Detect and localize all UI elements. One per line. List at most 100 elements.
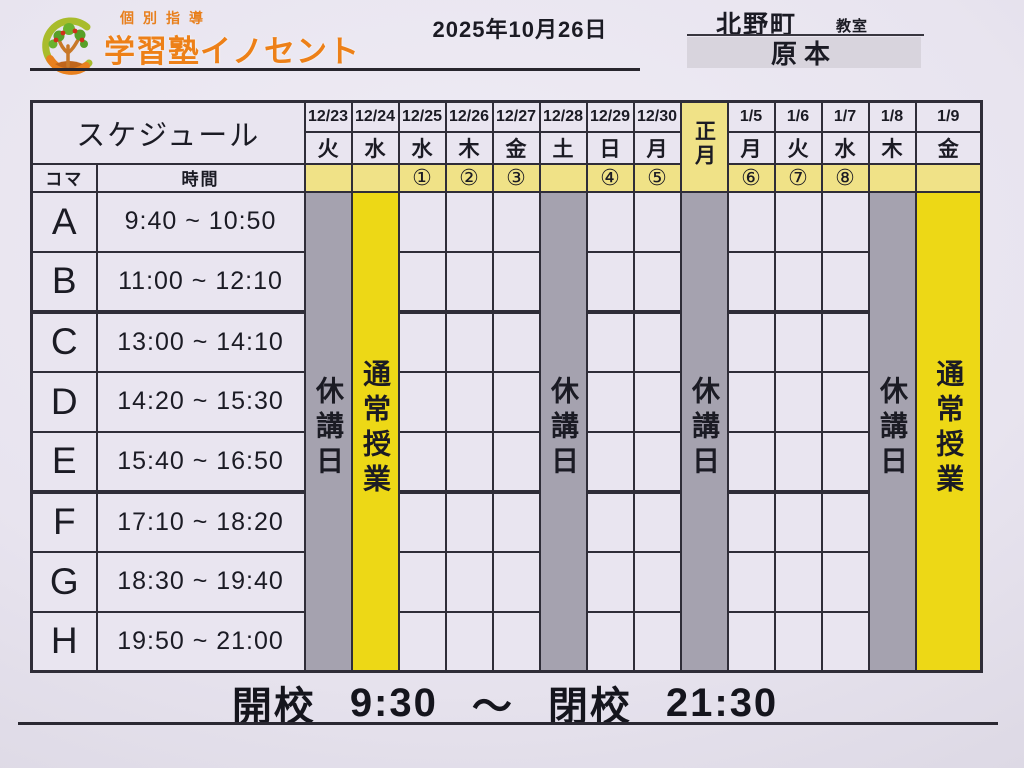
schedule-cell (444, 370, 494, 433)
classroom-underline (687, 34, 924, 36)
session-number-cell: ⑥ (726, 162, 776, 193)
schedule-cell (820, 250, 870, 314)
schedule-cell (820, 430, 870, 494)
schedule-cell (726, 370, 776, 433)
schedule-cell (632, 490, 682, 553)
period-time-cell: 15:40 ~ 16:50 (95, 430, 306, 494)
school-name: 学習塾イノセント (104, 34, 360, 69)
schedule-cell (444, 250, 494, 314)
date-header-cell: 1/8 (867, 100, 917, 133)
schedule-cell (444, 550, 494, 613)
schedule-cell (491, 610, 541, 673)
schedule-cell (491, 190, 541, 253)
date-header-cell: 1/5 (726, 100, 776, 133)
closed-day-label: 休講日 (877, 376, 909, 482)
weekday-cell: 金 (914, 130, 983, 165)
schedule-cell (491, 250, 541, 314)
weekday-cell: 月 (726, 130, 776, 165)
schedule-cell (491, 550, 541, 613)
schedule-cell (444, 490, 494, 553)
schedule-cell (773, 550, 823, 613)
schedule-cell (820, 310, 870, 373)
date-header-cell: 12/30 (632, 100, 682, 133)
schedule-cell (632, 610, 682, 673)
logo-tagline: 個別指導 (120, 10, 212, 26)
date-header-cell: 1/7 (820, 100, 870, 133)
session-number-cell: ⑧ (820, 162, 870, 193)
schedule-cell (491, 370, 541, 433)
schedule-cell (820, 190, 870, 253)
schedule-cell (726, 190, 776, 253)
weekday-cell: 水 (397, 130, 447, 165)
weekday-cell: 水 (820, 130, 870, 165)
schedule-cell (397, 430, 447, 494)
schedule-cell (491, 490, 541, 553)
regular-class-label: 通常授業 (933, 358, 965, 499)
schedule-cell (632, 430, 682, 494)
period-label-cell: E (30, 430, 98, 494)
schedule-cell (491, 310, 541, 373)
schedule-cell (397, 370, 447, 433)
tilde-separator: 〜 (471, 685, 514, 729)
schedule-cell (444, 610, 494, 673)
close-label: 閉校 (547, 685, 632, 729)
schedule-table: スケジュール 12/23 12/24 12/25 12/26 12/27 12/… (30, 100, 984, 673)
session-number-cell (538, 162, 588, 193)
schedule-cell (397, 490, 447, 553)
period-time-cell: 11:00 ~ 12:10 (95, 250, 306, 314)
school-hours: 開校 9:30 〜 閉校 21:30 (30, 674, 980, 732)
session-number-cell: ⑦ (773, 162, 823, 193)
schedule-cell (397, 190, 447, 253)
period-label-cell: H (30, 610, 98, 673)
schedule-cell (585, 250, 635, 314)
schedule-cell (397, 610, 447, 673)
time-column-header: 時間 (95, 162, 306, 193)
date-header-cell: 1/9 (914, 100, 983, 133)
schedule-cell (632, 370, 682, 433)
schedule-cell (397, 250, 447, 314)
schedule-cell (632, 310, 682, 373)
schedule-cell (632, 190, 682, 253)
schedule-cell (585, 310, 635, 373)
period-label-cell: A (30, 190, 98, 253)
regular-class-column: 通常授業 (350, 190, 400, 673)
closed-day-column: 休講日 (303, 190, 353, 673)
schedule-cell (444, 190, 494, 253)
schedule-title: スケジュール (30, 100, 306, 165)
footer-rule (18, 722, 998, 725)
header-rule (30, 68, 640, 71)
koma-column-header: コマ (30, 162, 98, 193)
new-year-header-cell: 正月 (679, 100, 729, 193)
period-time-cell: 17:10 ~ 18:20 (95, 490, 306, 553)
regular-class-column: 通常授業 (914, 190, 983, 673)
closed-day-label: 休講日 (313, 376, 345, 482)
schedule-cell (585, 190, 635, 253)
schedule-cell (585, 490, 635, 553)
closed-day-column: 休講日 (867, 190, 917, 673)
session-number-cell: ⑤ (632, 162, 682, 193)
period-label-cell: D (30, 370, 98, 433)
period-label-cell: G (30, 550, 98, 613)
schedule-cell (585, 610, 635, 673)
period-label-cell: F (30, 490, 98, 553)
schedule-cell (773, 430, 823, 494)
period-label-cell: C (30, 310, 98, 373)
closed-day-column: 休講日 (538, 190, 588, 673)
period-time-cell: 18:30 ~ 19:40 (95, 550, 306, 613)
open-label: 開校 (231, 685, 316, 729)
weekday-cell: 日 (585, 130, 635, 165)
schedule-cell (726, 550, 776, 613)
schedule-cell (820, 550, 870, 613)
date-header-cell: 12/27 (491, 100, 541, 133)
weekday-cell: 水 (350, 130, 400, 165)
new-year-label: 正月 (692, 120, 716, 169)
schedule-cell (397, 550, 447, 613)
schedule-cell (726, 430, 776, 494)
session-number-cell: ② (444, 162, 494, 193)
date-header-cell: 1/6 (773, 100, 823, 133)
period-label-cell: B (30, 250, 98, 314)
schedule-cell (491, 430, 541, 494)
session-number-cell: ③ (491, 162, 541, 193)
classroom-suffix-label: 教室 (836, 18, 869, 35)
